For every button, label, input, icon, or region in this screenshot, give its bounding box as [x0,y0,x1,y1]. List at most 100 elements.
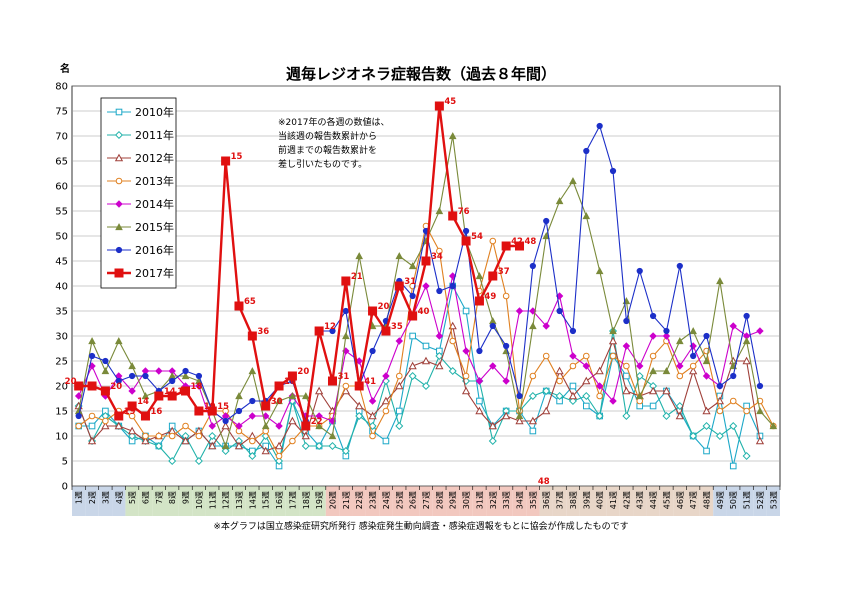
series-2013-point [556,377,563,385]
x-tick-label: 32週 [489,491,498,509]
series-2014-point [435,332,444,340]
data-label-2017: 48 [525,237,537,247]
series-2014-point [502,377,510,385]
x-tick-label: 4週 [115,491,124,504]
x-tick-label: 41週 [609,491,618,509]
series-2016-point [462,227,470,235]
x-tick-label: 33週 [502,491,511,509]
x-tick-label: 47週 [689,491,698,509]
week-band [272,486,286,516]
x-tick-label: 12週 [222,491,231,509]
week-band [299,486,313,516]
series-2016-point [756,382,764,390]
x-tick-label: 38週 [569,491,578,509]
x-tick-label: 7週 [155,491,164,504]
series-2013-point [142,432,149,440]
x-tick-label: 53週 [769,491,778,509]
week-band [379,486,393,516]
series-2014-point [489,362,497,370]
data-label-2017: 19 [204,402,216,412]
week-band [419,486,433,516]
series-2014-point [595,382,604,390]
series-2017-point [354,381,364,391]
series-2010-point [395,407,403,415]
y-tick-label: 20 [55,382,68,393]
series-2016-point [182,367,189,375]
series-2015-point [221,442,230,450]
series-2012-point [301,431,310,440]
x-tick-label: 15週 [262,491,271,509]
series-2010-point [462,307,470,315]
series-2011-point [435,351,444,361]
series-2012-point [114,421,123,430]
series-2012-point [208,441,217,450]
series-2017-line [78,105,520,427]
series-2012-point [101,421,110,430]
week-band [659,486,674,516]
x-tick-label: 9週 [182,491,191,504]
data-label-2017: 12 [324,322,336,332]
series-2017-point [448,211,458,221]
series-2014-point [248,412,257,420]
x-tick-label: 10週 [195,491,204,509]
series-2013-point [743,407,750,415]
series-2014-point [275,422,283,430]
series-2015-point [569,177,577,185]
series-2015-point [529,322,537,330]
series-2014-point [208,422,216,430]
series-2015-point [742,337,751,345]
series-2016-point [449,282,456,290]
series-2017-point [301,421,311,431]
series-2012-point [622,386,631,395]
y-tick-label: 60 [55,182,68,193]
series-2015-point [676,337,684,345]
series-2012-point [234,441,244,450]
series-2010-point [583,402,590,410]
y-tick-label: 25 [55,357,68,368]
series-2016-point [222,417,229,425]
y-tick-label: 65 [55,157,68,168]
series-2013-point [342,382,350,390]
data-label-2017: 45 [444,97,456,107]
series-2017-point [74,381,84,391]
data-label-2017: 42 [511,237,523,247]
series-2014-point [128,387,136,395]
series-2015-point [702,357,711,365]
legend-label: 2016年 [135,243,174,257]
x-tick-label: 39週 [582,491,591,509]
series-2016-point [75,412,82,420]
series-2016-point [369,347,376,355]
x-tick-label: 17週 [288,491,297,509]
series-2017-point [181,386,191,396]
series-2012-point [542,406,551,415]
series-2014-point [689,342,697,350]
series-2012-point [568,391,578,400]
series-2015-point [141,392,150,400]
series-2013-point [623,362,630,370]
series-2017-point [287,371,297,381]
series-2010-point [422,342,430,350]
week-band [432,486,447,516]
series-2016-point [569,327,577,335]
annotation-note: ※2017年の各週の数値は、 当該週の報告数累計から 前週までの報告数累計を 差… [278,118,390,170]
series-2011-point [355,411,364,421]
series-2010-point [623,372,630,380]
series-2017-point [381,326,391,336]
series-2011-point [301,441,310,451]
series-2016-point [636,267,643,275]
series-2013-point [289,437,296,445]
x-tick-label: 6週 [141,491,150,504]
series-2012-point [314,386,324,395]
x-tick-label: 28週 [435,491,444,509]
series-2010-point [409,332,416,340]
series-2015-point [328,432,337,440]
x-tick-label: 31週 [475,491,484,509]
week-band [579,486,593,516]
series-2014-point [515,307,524,315]
data-label-2017: 54 [471,232,483,242]
y-tick-label: 5 [62,457,68,468]
series-2016-point [249,397,256,405]
series-2013-point [449,337,457,345]
week-band [285,486,300,516]
series-2016-point [529,262,536,270]
